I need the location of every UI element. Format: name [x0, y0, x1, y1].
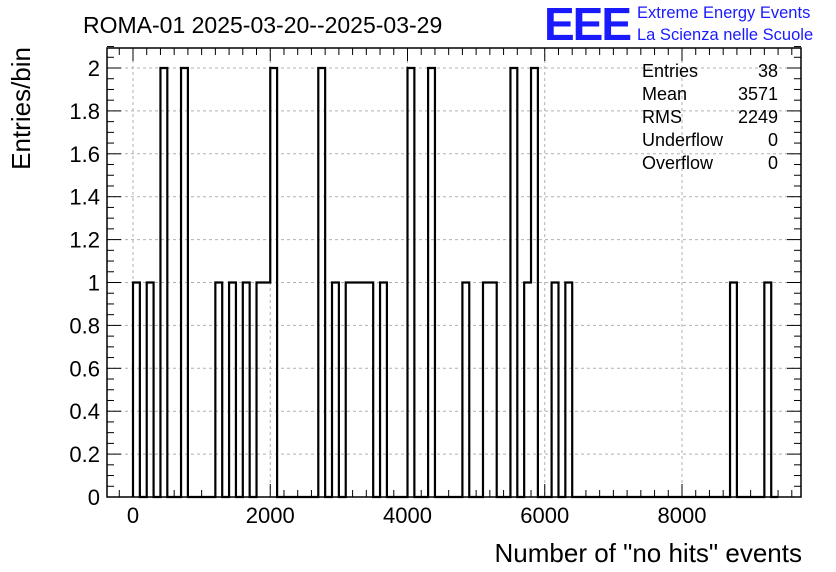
stats-value: 2249	[738, 107, 778, 127]
stats-label: Underflow	[642, 130, 724, 150]
y-tick-label: 1.4	[69, 185, 100, 210]
x-tick-label: 6000	[520, 503, 569, 528]
stats-label: Mean	[642, 84, 687, 104]
x-axis-title: Number of "no hits" events	[495, 538, 803, 568]
chart-title: ROMA-01 2025-03-20--2025-03-29	[83, 12, 442, 38]
eee-logo-line1: Extreme Energy Events	[637, 4, 810, 22]
eee-logo-letters: EEE	[544, 0, 630, 50]
y-tick-label: 0.2	[69, 442, 100, 467]
y-tick-label: 1.6	[69, 142, 100, 167]
grid-lines	[107, 48, 801, 497]
stats-box: Entries 38 Mean 3571 RMS 2249 Underflow 0 Overfl…	[642, 61, 778, 173]
x-tick-label: 8000	[658, 503, 707, 528]
axis-ticks	[107, 46, 801, 498]
y-tick-label: 0	[88, 485, 100, 510]
y-tick-label: 2	[88, 56, 100, 81]
y-tick-label: 1.2	[69, 228, 100, 253]
stats-value: 0	[768, 130, 778, 150]
y-tick-label: 0.8	[69, 313, 100, 338]
tick-labels: 0 2000 4000 6000 8000 0 0.2 0.4 0.6 0.8 1 1.2 1.4 1.6…	[69, 56, 706, 528]
stats-value: 38	[758, 61, 778, 81]
stats-label: Entries	[642, 61, 698, 81]
stats-label: RMS	[642, 107, 682, 127]
plot-frame	[106, 47, 802, 498]
stats-label: Overflow	[642, 153, 714, 173]
y-axis-title: Entries/bin	[6, 47, 36, 170]
y-tick-label: 1.8	[69, 99, 100, 124]
eee-logo-line2: La Scienza nelle Scuole	[637, 26, 813, 44]
y-tick-label: 0.6	[69, 356, 100, 381]
stats-value: 3571	[738, 84, 778, 104]
x-tick-label: 0	[127, 503, 139, 528]
eee-logo: EEE Extreme Energy Events La Scienza nel…	[544, 0, 813, 50]
y-tick-label: 1	[88, 271, 100, 296]
x-tick-label: 4000	[383, 503, 432, 528]
stats-value: 0	[768, 153, 778, 173]
x-tick-label: 2000	[246, 503, 295, 528]
y-tick-label: 0.4	[69, 399, 100, 424]
